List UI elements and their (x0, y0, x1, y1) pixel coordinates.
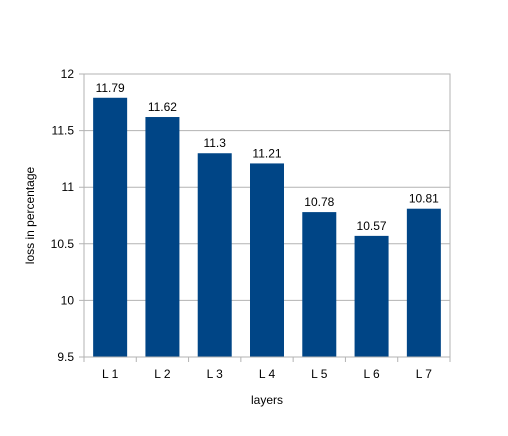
data-labels: 11.79 11.62 11.3 11.21 10.78 10.57 10.81 (96, 81, 440, 233)
data-label: 10.57 (357, 219, 387, 233)
x-tick-label: L 2 (154, 367, 171, 381)
bar (302, 212, 337, 357)
bar (250, 163, 284, 357)
x-tick-label: L 7 (416, 367, 433, 381)
bar (354, 235, 389, 357)
x-tick-label: L 3 (207, 367, 224, 381)
bar (406, 208, 441, 357)
x-tick-label: L 1 (102, 367, 119, 381)
x-tick-label: L 5 (311, 367, 328, 381)
data-label: 10.81 (409, 192, 439, 206)
data-label: 11.62 (148, 100, 177, 114)
bar (145, 117, 180, 358)
y-tick-label: 11 (62, 180, 75, 194)
data-label: 11.21 (252, 146, 281, 160)
y-tick-label: 10.5 (51, 237, 75, 251)
x-tick-label: L 6 (363, 367, 380, 381)
y-tick-label: 10 (61, 293, 75, 307)
y-tick-labels: 9.5 10 10.5 11 11.5 12 (51, 67, 75, 364)
x-tick-label: L 4 (259, 367, 276, 381)
data-label: 11.3 (203, 136, 226, 150)
data-label: 10.78 (304, 195, 334, 209)
bar (93, 97, 128, 357)
y-tick-label: 11.5 (52, 124, 75, 138)
data-label: 11.79 (96, 81, 125, 95)
bar (197, 153, 232, 357)
x-tick-labels: L 1 L 2 L 3 L 4 L 5 L 6 L 7 (102, 367, 432, 381)
x-axis-title: layers (251, 393, 283, 407)
y-axis-title: loss in percentage (23, 166, 37, 264)
plot-frame (83, 73, 451, 358)
y-tick-label: 9.5 (57, 350, 74, 364)
y-tick-label: 12 (61, 67, 75, 81)
bars (93, 97, 441, 358)
